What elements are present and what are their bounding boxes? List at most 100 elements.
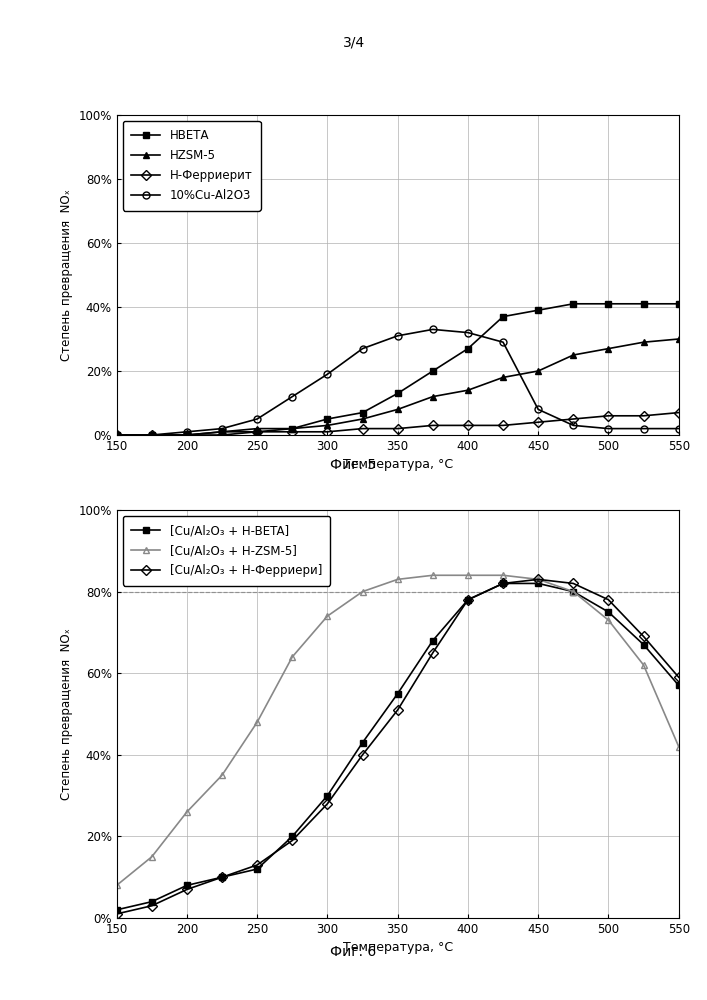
[Cu/Al₂O₃ + H-ZSM-5] — [253, 716, 262, 728]
[Cu/Al₂O₃ + H-ZSM-5] — [428, 569, 437, 581]
[Cu/Al₂O₃ + H-Ферриери] — [499, 577, 508, 589]
[Cu/Al₂O₃ + H-Ферриери] — [358, 749, 367, 761]
НВЕТА — [358, 407, 367, 419]
[Cu/Al₂O₃ + H-BETA] — [674, 679, 683, 691]
10%Cu-Al2O3 — [639, 423, 648, 435]
HZSM-5 — [323, 419, 332, 431]
Legend: НВЕТА, HZSM-5, Н-Ферриерит, 10%Cu-Al2O3: НВЕТА, HZSM-5, Н-Ферриерит, 10%Cu-Al2O3 — [122, 121, 261, 211]
[Cu/Al₂O₃ + H-Ферриери] — [218, 871, 226, 883]
НВЕТА — [112, 429, 121, 441]
[Cu/Al₂O₃ + H-BETA] — [428, 635, 437, 647]
HZSM-5 — [428, 391, 437, 403]
10%Cu-Al2O3 — [464, 327, 472, 339]
НВЕТА — [674, 298, 683, 310]
[Cu/Al₂O₃ + H-ZSM-5] — [674, 741, 683, 753]
Y-axis label: Степень превращения  NOₓ: Степень превращения NOₓ — [60, 189, 73, 361]
[Cu/Al₂O₃ + H-BETA] — [112, 904, 121, 916]
10%Cu-Al2O3 — [534, 403, 542, 415]
НВЕТА — [428, 365, 437, 377]
Line: HZSM-5: HZSM-5 — [113, 336, 682, 438]
[Cu/Al₂O₃ + H-BETA] — [534, 577, 542, 589]
Н-Ферриерит — [218, 429, 226, 441]
Н-Ферриерит — [182, 429, 191, 441]
[Cu/Al₂O₃ + H-BETA] — [288, 830, 296, 842]
НВЕТА — [253, 426, 262, 438]
10%Cu-Al2O3 — [253, 413, 262, 425]
[Cu/Al₂O₃ + H-ZSM-5] — [358, 586, 367, 598]
НВЕТА — [323, 413, 332, 425]
HZSM-5 — [182, 429, 191, 441]
10%Cu-Al2O3 — [499, 336, 508, 348]
HZSM-5 — [288, 423, 296, 435]
10%Cu-Al2O3 — [674, 423, 683, 435]
НВЕТА — [464, 343, 472, 355]
[Cu/Al₂O₃ + H-ZSM-5] — [639, 659, 648, 671]
[Cu/Al₂O₃ + H-Ферриери] — [639, 630, 648, 642]
10%Cu-Al2O3 — [112, 429, 121, 441]
Line: 10%Cu-Al2O3: 10%Cu-Al2O3 — [113, 326, 682, 438]
X-axis label: Температура, °C: Температура, °C — [343, 458, 452, 471]
HZSM-5 — [464, 384, 472, 396]
10%Cu-Al2O3 — [323, 368, 332, 380]
10%Cu-Al2O3 — [569, 419, 578, 431]
[Cu/Al₂O₃ + H-BETA] — [499, 577, 508, 589]
HZSM-5 — [218, 426, 226, 438]
[Cu/Al₂O₃ + H-Ферриери] — [253, 859, 262, 871]
[Cu/Al₂O₃ + H-Ферриери] — [148, 900, 156, 912]
НВЕТА — [288, 423, 296, 435]
[Cu/Al₂O₃ + H-BETA] — [182, 879, 191, 891]
Y-axis label: Степень превращения  NOₓ: Степень превращения NOₓ — [60, 628, 73, 800]
[Cu/Al₂O₃ + H-ZSM-5] — [112, 879, 121, 891]
Н-Ферриерит — [288, 426, 296, 438]
НВЕТА — [534, 304, 542, 316]
НВЕТА — [499, 311, 508, 323]
[Cu/Al₂O₃ + H-Ферриери] — [288, 834, 296, 846]
HZSM-5 — [569, 349, 578, 361]
[Cu/Al₂O₃ + H-Ферриери] — [604, 594, 613, 606]
Text: 3/4: 3/4 — [342, 35, 365, 49]
Н-Ферриерит — [393, 423, 402, 435]
HZSM-5 — [674, 333, 683, 345]
[Cu/Al₂O₃ + H-Ферриери] — [534, 573, 542, 585]
10%Cu-Al2O3 — [288, 391, 296, 403]
[Cu/Al₂O₃ + H-ZSM-5] — [499, 569, 508, 581]
[Cu/Al₂O₃ + H-Ферриери] — [464, 594, 472, 606]
НВЕТА — [393, 387, 402, 399]
HZSM-5 — [358, 413, 367, 425]
10%Cu-Al2O3 — [148, 429, 156, 441]
[Cu/Al₂O₃ + H-Ферриери] — [674, 671, 683, 683]
HZSM-5 — [534, 365, 542, 377]
НВЕТА — [604, 298, 613, 310]
НВЕТА — [569, 298, 578, 310]
Line: [Cu/Al₂O₃ + H-ZSM-5]: [Cu/Al₂O₃ + H-ZSM-5] — [113, 572, 682, 889]
[Cu/Al₂O₃ + H-ZSM-5] — [393, 573, 402, 585]
[Cu/Al₂O₃ + H-BETA] — [569, 586, 578, 598]
Н-Ферриерит — [464, 419, 472, 431]
HZSM-5 — [604, 343, 613, 355]
[Cu/Al₂O₃ + H-ZSM-5] — [218, 769, 226, 781]
[Cu/Al₂O₃ + H-BETA] — [358, 737, 367, 749]
Line: [Cu/Al₂O₃ + H-BETA]: [Cu/Al₂O₃ + H-BETA] — [113, 580, 682, 913]
[Cu/Al₂O₃ + H-Ферриери] — [323, 798, 332, 810]
[Cu/Al₂O₃ + H-ZSM-5] — [534, 573, 542, 585]
НВЕТА — [182, 429, 191, 441]
HZSM-5 — [639, 336, 648, 348]
10%Cu-Al2O3 — [182, 426, 191, 438]
10%Cu-Al2O3 — [393, 330, 402, 342]
10%Cu-Al2O3 — [218, 423, 226, 435]
НВЕТА — [148, 429, 156, 441]
Н-Ферриерит — [604, 410, 613, 422]
HZSM-5 — [253, 423, 262, 435]
HZSM-5 — [499, 371, 508, 383]
НВЕТА — [218, 426, 226, 438]
10%Cu-Al2O3 — [604, 423, 613, 435]
Н-Ферриерит — [112, 429, 121, 441]
Legend: [Cu/Al₂O₃ + H-BETA], [Cu/Al₂O₃ + H-ZSM-5], [Cu/Al₂O₃ + H-Ферриери]: [Cu/Al₂O₃ + H-BETA], [Cu/Al₂O₃ + H-ZSM-5… — [122, 516, 330, 586]
Н-Ферриерит — [253, 426, 262, 438]
[Cu/Al₂O₃ + H-BETA] — [148, 896, 156, 908]
[Cu/Al₂O₃ + H-BETA] — [464, 594, 472, 606]
X-axis label: Температура, °C: Температура, °C — [343, 941, 452, 954]
Text: Фиг. 5: Фиг. 5 — [330, 458, 377, 472]
Н-Ферриерит — [148, 429, 156, 441]
[Cu/Al₂O₃ + H-ZSM-5] — [569, 586, 578, 598]
